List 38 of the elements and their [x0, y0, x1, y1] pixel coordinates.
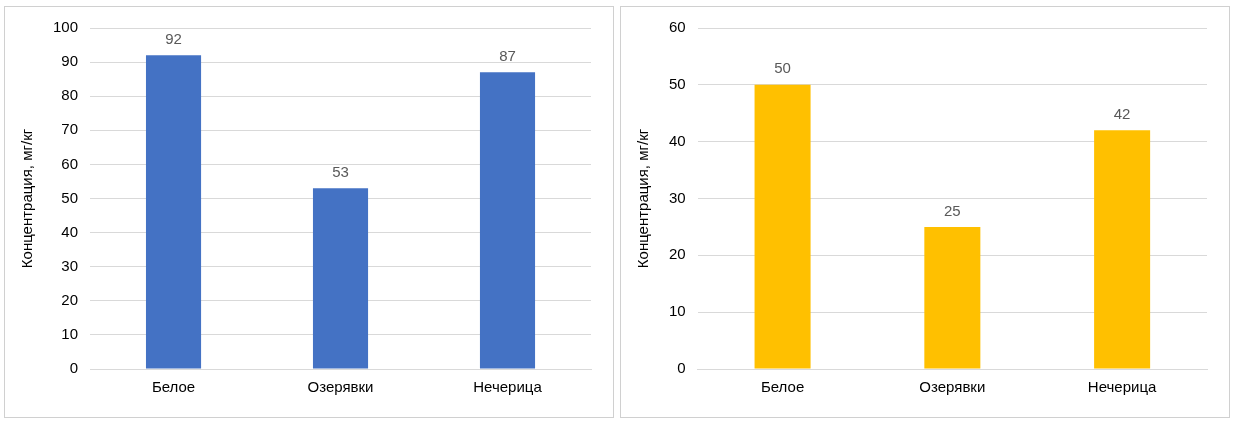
bar: [479, 72, 536, 369]
bar: [312, 188, 369, 369]
data-label: 25: [944, 201, 961, 219]
data-label: 42: [1113, 104, 1131, 122]
bar: [1094, 130, 1151, 369]
y-tick-label: 40: [669, 131, 686, 149]
x-tick-label: Нечерица: [1087, 378, 1158, 396]
data-label: 92: [165, 29, 182, 47]
y-tick-label: 60: [61, 154, 79, 172]
y-tick-label: 50: [669, 74, 686, 92]
y-tick-label: 90: [61, 52, 79, 70]
y-tick-label: 30: [669, 188, 686, 206]
y-tick-label: 30: [61, 256, 79, 274]
y-tick-label: 80: [61, 86, 79, 104]
y-tick-label: 60: [669, 18, 686, 36]
y-tick-label: 10: [61, 325, 79, 343]
y-tick-label: 20: [669, 245, 686, 263]
y-axis-title: Концентрация, мг/кг: [634, 128, 652, 269]
y-tick-label: 50: [61, 188, 79, 206]
x-tick-label: Белое: [151, 378, 196, 396]
y-tick-label: 100: [53, 18, 79, 36]
bar: [754, 84, 811, 369]
bar: [924, 226, 981, 369]
y-tick-label: 10: [669, 302, 686, 320]
x-tick-label: Нечерица: [473, 378, 543, 396]
data-label: 53: [332, 162, 349, 180]
x-tick-label: Озерявки: [307, 378, 374, 396]
data-label: 50: [774, 59, 791, 77]
y-tick-label: 20: [61, 290, 79, 308]
y-tick-label: 70: [61, 120, 79, 138]
x-tick-label: Белое: [760, 378, 805, 396]
y-tick-label: 0: [677, 359, 686, 377]
data-label: 87: [499, 46, 516, 64]
x-tick-label: Озерявки: [919, 378, 986, 396]
y-tick-label: 0: [69, 359, 79, 377]
y-tick-label: 40: [61, 222, 79, 240]
y-axis-title: Концентрация, мг/кг: [18, 128, 36, 269]
bar: [145, 55, 202, 369]
